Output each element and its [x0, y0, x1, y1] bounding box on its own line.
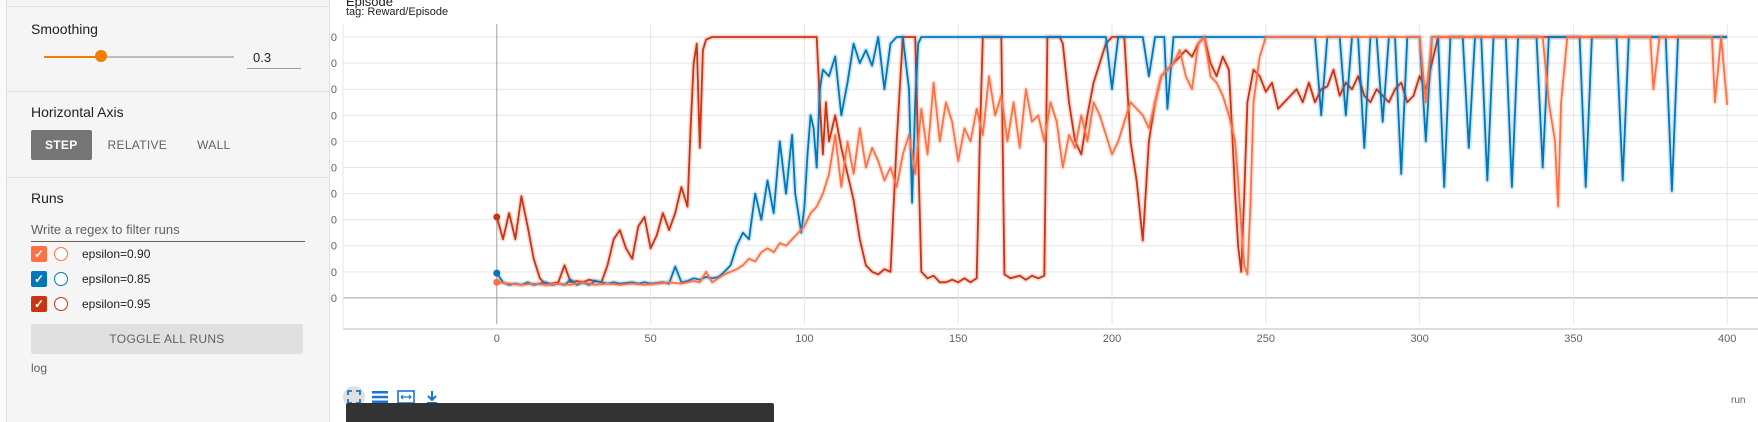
run-item[interactable]: ✓ epsilon=0.85	[31, 269, 150, 289]
run-checkbox[interactable]: ✓	[31, 296, 47, 312]
x-tick-label: 0	[494, 333, 500, 345]
chart-tag: tag: Reward/Episode	[346, 6, 449, 18]
x-axis-cut-label: run	[1731, 395, 1745, 406]
series-line	[495, 36, 1728, 286]
axis-option-step[interactable]: STEP	[31, 130, 92, 160]
series-start-point	[493, 269, 501, 277]
run-checkbox[interactable]: ✓	[31, 246, 47, 262]
y-tick-label: 120	[331, 136, 337, 148]
sidebar: Smoothing Horizontal Axis STEP RELATIVE …	[0, 0, 330, 422]
horizontal-axis-title: Horizontal Axis	[31, 104, 124, 120]
run-color-swatch[interactable]	[54, 272, 68, 286]
series-line	[496, 36, 1729, 286]
y-tick-label: 0	[331, 293, 337, 305]
line-chart[interactable]: 0 20 40 60 80 100 120 140 160 180 200 0 50 100 150 200 2…	[331, 0, 1758, 422]
log-directory-label: log	[31, 361, 48, 375]
y-tick-label: 40	[331, 241, 337, 253]
run-label: epsilon=0.95	[82, 297, 151, 311]
y-tick-label: 100	[331, 162, 337, 174]
smoothing-slider[interactable]	[44, 50, 234, 62]
chart-title: Episode	[346, 0, 393, 9]
fit-domain-icon[interactable]	[343, 386, 365, 408]
run-color-swatch[interactable]	[54, 247, 68, 261]
runs-section: Runs ✓ epsilon=0.90 ✓ epsilon=0.85 ✓ eps…	[6, 178, 330, 422]
y-tick-label: 180	[331, 58, 337, 70]
smoothing-slider-fill	[44, 56, 101, 58]
x-tick-label: 400	[1718, 333, 1736, 345]
smoothing-section: Smoothing	[6, 6, 330, 92]
smoothing-slider-thumb[interactable]	[95, 50, 107, 62]
run-label: epsilon=0.85	[82, 272, 151, 286]
x-axis-cut-label-wrap: run	[1731, 395, 1745, 406]
y-tick-label: 200	[331, 32, 337, 44]
run-color-swatch[interactable]	[54, 297, 68, 311]
smoothing-title: Smoothing	[31, 21, 98, 37]
x-tick-label: 300	[1410, 333, 1428, 345]
series-start-point	[493, 278, 501, 286]
series-start-point	[493, 213, 501, 221]
horizontal-axis-options: STEP RELATIVE WALL	[31, 130, 247, 160]
x-tick-label: 150	[949, 333, 967, 345]
y-tick-label: 80	[331, 189, 337, 201]
smoothing-value-input[interactable]	[247, 47, 301, 69]
run-filter-input[interactable]	[31, 218, 305, 242]
x-tick-label: 350	[1564, 333, 1582, 345]
run-label: epsilon=0.90	[82, 247, 151, 261]
x-tick-label: 200	[1103, 333, 1121, 345]
axis-option-relative[interactable]: RELATIVE	[107, 138, 168, 152]
toggle-log-scale-icon[interactable]	[369, 386, 391, 408]
x-tick-label: 250	[1257, 333, 1275, 345]
y-tick-label: 20	[331, 267, 337, 279]
runs-title: Runs	[31, 190, 64, 206]
toggle-all-runs-button[interactable]: TOGGLE ALL RUNS	[31, 324, 303, 354]
chart-card: Episode tag: Reward/Episode 0 20 40 60 80 100…	[331, 0, 1758, 422]
x-tick-label: 50	[644, 333, 656, 345]
run-item[interactable]: ✓ epsilon=0.95	[31, 294, 150, 314]
y-tick-label: 60	[331, 215, 337, 227]
run-checkbox[interactable]: ✓	[31, 271, 47, 287]
axis-option-wall[interactable]: WALL	[197, 138, 231, 152]
tooltip-panel	[346, 403, 774, 422]
x-tick-label: 100	[795, 333, 813, 345]
y-tick-label: 160	[331, 84, 337, 96]
horizontal-axis-section: Horizontal Axis STEP RELATIVE WALL	[6, 92, 330, 178]
y-tick-label: 140	[331, 110, 337, 122]
run-item[interactable]: ✓ epsilon=0.90	[31, 244, 150, 264]
